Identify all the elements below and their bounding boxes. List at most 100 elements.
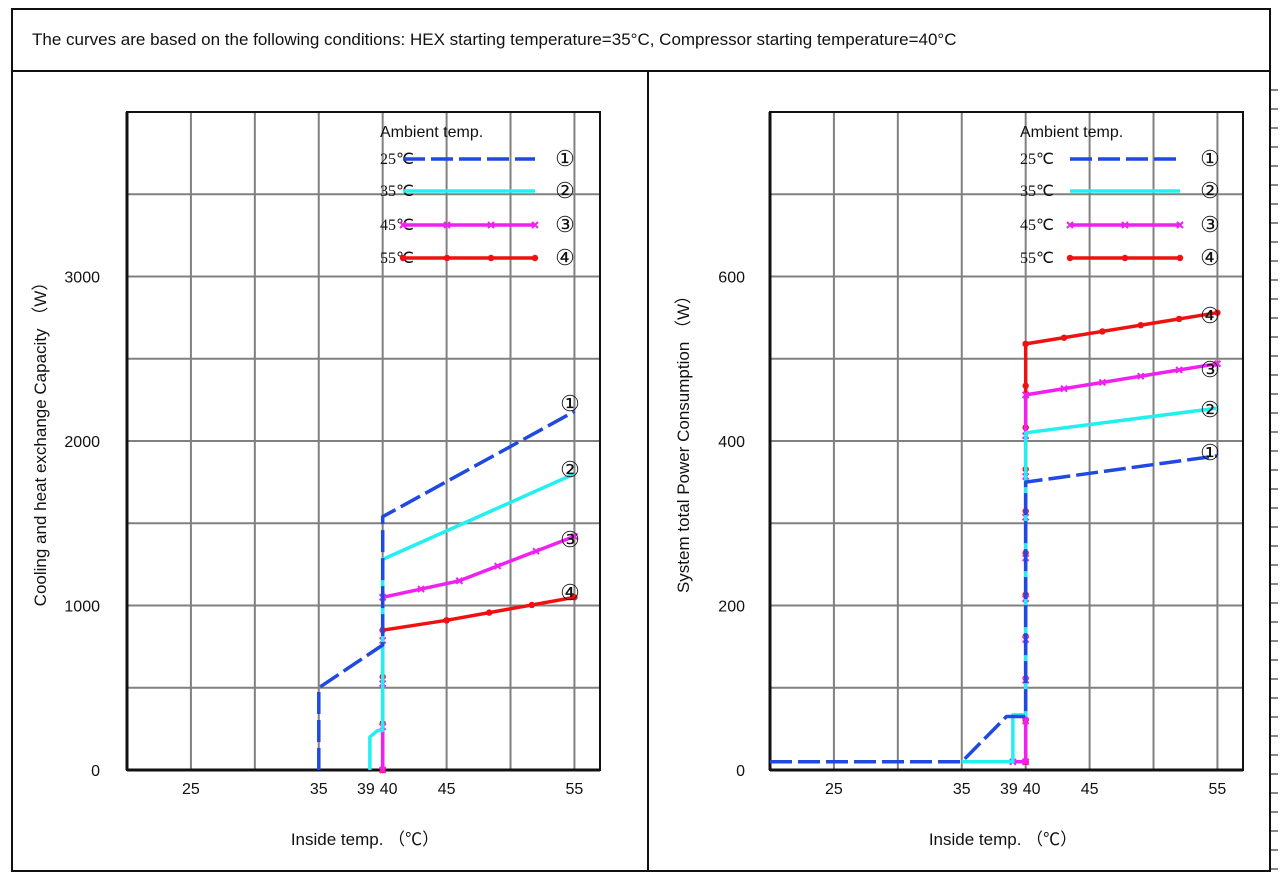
data-point-series-3: [494, 562, 502, 570]
data-point-legend-3: [1176, 221, 1184, 229]
legend-item-label: 35℃: [1020, 183, 1054, 200]
x-tick-label: 55: [1209, 781, 1227, 798]
data-point-legend-4: [1121, 254, 1129, 262]
data-point-legend-3: [1121, 221, 1129, 229]
chart-panel-2: 25 35 39 40 45 55 0 200 400 600 Inside temp. （℃） Sy…: [674, 111, 1244, 849]
x-tick-label: 25: [825, 781, 843, 798]
legend-item-marker: ①: [555, 146, 575, 171]
y-tick-label: 3000: [64, 270, 100, 287]
legend-item-label: 35℃: [380, 183, 414, 200]
data-point-series-3: [378, 766, 387, 774]
data-point-legend-4: [487, 254, 495, 262]
series-line-series-2: [368, 472, 576, 770]
data-point-series-4: [1060, 334, 1068, 341]
data-point-series-3: [1175, 366, 1183, 374]
data-point-series-4: [1137, 321, 1144, 329]
data-point-series-3: [1098, 378, 1107, 387]
legend-item-label: 55℃: [1020, 250, 1054, 267]
series-end-label-1: ①: [1200, 440, 1220, 465]
series-line-series-1: [770, 454, 1218, 764]
legend-title: Ambient temp.: [1020, 124, 1123, 141]
y-tick-label: 200: [718, 599, 745, 616]
data-point-legend-4: [1176, 254, 1184, 262]
data-point-series-4: [1022, 382, 1029, 389]
data-point-series-3: [1021, 391, 1030, 399]
legend-item-marker: ④: [1200, 245, 1220, 270]
x-tick-label: 25: [182, 781, 200, 798]
data-point-series-3: [1137, 372, 1145, 380]
data-point-legend-4: [399, 254, 407, 262]
data-point-series-4: [571, 594, 578, 601]
series-end-label-2: ②: [560, 457, 580, 482]
data-point-legend-4: [1066, 254, 1074, 262]
outer-frame: [11, 8, 1271, 872]
legend-item-marker: ②: [1200, 178, 1220, 203]
y-tick-label: 0: [736, 763, 745, 780]
data-point-legend-3: [399, 221, 407, 229]
series-end-label-4: ④: [1200, 303, 1220, 328]
data-point-legend-3: [1066, 221, 1074, 229]
y-tick-label: 600: [718, 270, 745, 287]
y-tick-label: 400: [718, 434, 745, 451]
data-point-series-3: [1213, 359, 1222, 368]
x-tick-label: 45: [438, 781, 456, 798]
legend-item-label: 25℃: [1020, 151, 1054, 168]
legend-item-marker: ①: [1200, 146, 1220, 171]
data-point-series-3: [532, 547, 540, 555]
data-point-series-3: [570, 532, 579, 541]
x-tick-label: 35: [953, 781, 971, 798]
x-tick-label: 39: [357, 781, 375, 798]
data-point-series-4: [1175, 315, 1183, 323]
y-axis-label: Cooling and heat exchange Capacity （W）: [31, 274, 50, 607]
data-point-series-3: [455, 577, 464, 585]
series-end-label-4: ④: [560, 580, 580, 605]
data-point-series-4: [1214, 309, 1221, 316]
series-end-label-1: ①: [560, 391, 580, 416]
data-point-series-3: [1021, 717, 1030, 725]
data-point-series-3: [1060, 384, 1068, 393]
data-point-legend-3: [443, 221, 451, 229]
data-point-series-4: [528, 601, 536, 609]
legend-item-label: 45℃: [1020, 217, 1054, 234]
data-point-series-4: [443, 617, 450, 624]
series-line-series-4: [380, 595, 575, 770]
x-axis-label: Inside temp. （℃）: [291, 830, 439, 849]
data-point-series-3: [1021, 758, 1030, 766]
x-axis-label: Inside temp. （℃）: [929, 830, 1077, 849]
data-point-legend-3: [487, 221, 495, 229]
x-tick-label: 40: [380, 781, 398, 798]
data-point-series-3: [417, 585, 425, 593]
data-point-series-4: [1022, 340, 1029, 348]
chart-panel-1: 25 35 39 40 45 55 0 1000 2000 3000 Inside temp. （℃…: [31, 111, 601, 849]
series-line-series-3: [1012, 361, 1218, 764]
x-tick-label: 45: [1081, 781, 1099, 798]
legend-item-marker: ③: [555, 212, 575, 237]
legend-item-label: 55℃: [380, 250, 414, 267]
legend-item-label: 25℃: [380, 151, 414, 168]
conditions-banner: The curves are based on the following co…: [32, 30, 957, 49]
series-line-series-3: [380, 534, 576, 770]
legend-item-label: 45℃: [380, 217, 414, 234]
legend-item-marker: ④: [555, 245, 575, 270]
y-tick-label: 2000: [64, 434, 100, 451]
series-end-label-3: ③: [1200, 357, 1220, 382]
data-point-legend-4: [443, 254, 451, 262]
data-point-legend-3: [531, 221, 539, 229]
y-tick-label: 1000: [64, 599, 100, 616]
x-tick-label: 40: [1023, 781, 1041, 798]
legend-item-marker: ③: [1200, 212, 1220, 237]
y-tick-label: 0: [91, 763, 100, 780]
data-point-series-4: [1099, 328, 1106, 335]
legend-item-marker: ②: [555, 178, 575, 203]
data-point-series-4: [486, 609, 493, 616]
data-point-legend-4: [531, 254, 539, 262]
series-end-label-2: ②: [1200, 397, 1220, 422]
x-tick-label: 39: [1000, 781, 1018, 798]
x-tick-label: 55: [566, 781, 584, 798]
y-axis-label: System total Power Consumption （W）: [674, 287, 693, 593]
x-tick-label: 35: [310, 781, 328, 798]
series-end-label-3: ③: [560, 527, 580, 552]
legend-title: Ambient temp.: [380, 124, 483, 141]
